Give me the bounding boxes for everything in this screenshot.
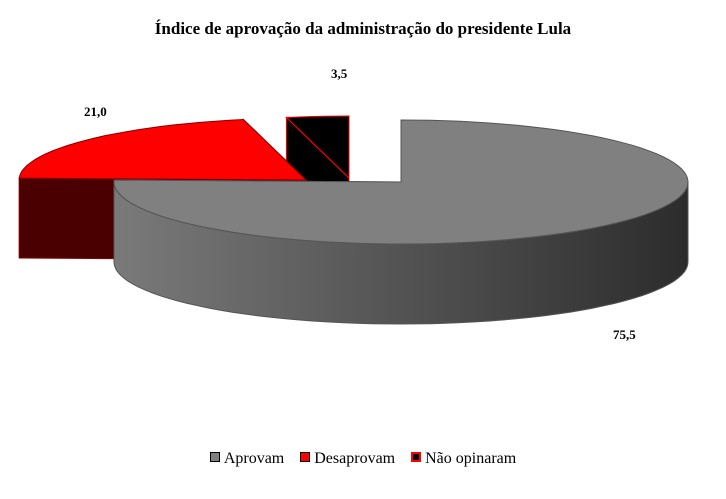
legend-swatch [300,452,311,462]
data-label-desaprovam: 21,0 [84,104,107,119]
legend-swatch [209,452,220,462]
slice-aprovam [113,119,689,245]
legend-item-nao-opinaram: Não opinaram [411,450,516,468]
slice-desaprovam [18,118,308,181]
chart-title: Índice de aprovação da administração do … [154,19,572,38]
slice-divider [286,117,350,179]
legend-item-aprovam: Aprovam [209,450,285,468]
legend-label: Aprovam [223,450,285,467]
legend-label: Desaprovam [314,450,396,467]
legend: Aprovam Desaprovam Não opinaram [0,450,726,468]
legend-item-desaprovam: Desaprovam [300,450,395,468]
data-label-aprovam: 75,5 [613,327,636,342]
legend-label: Não opinaram [425,450,517,467]
data-label-nao-opinaram: 3,5 [331,66,348,81]
legend-swatch [411,452,422,462]
